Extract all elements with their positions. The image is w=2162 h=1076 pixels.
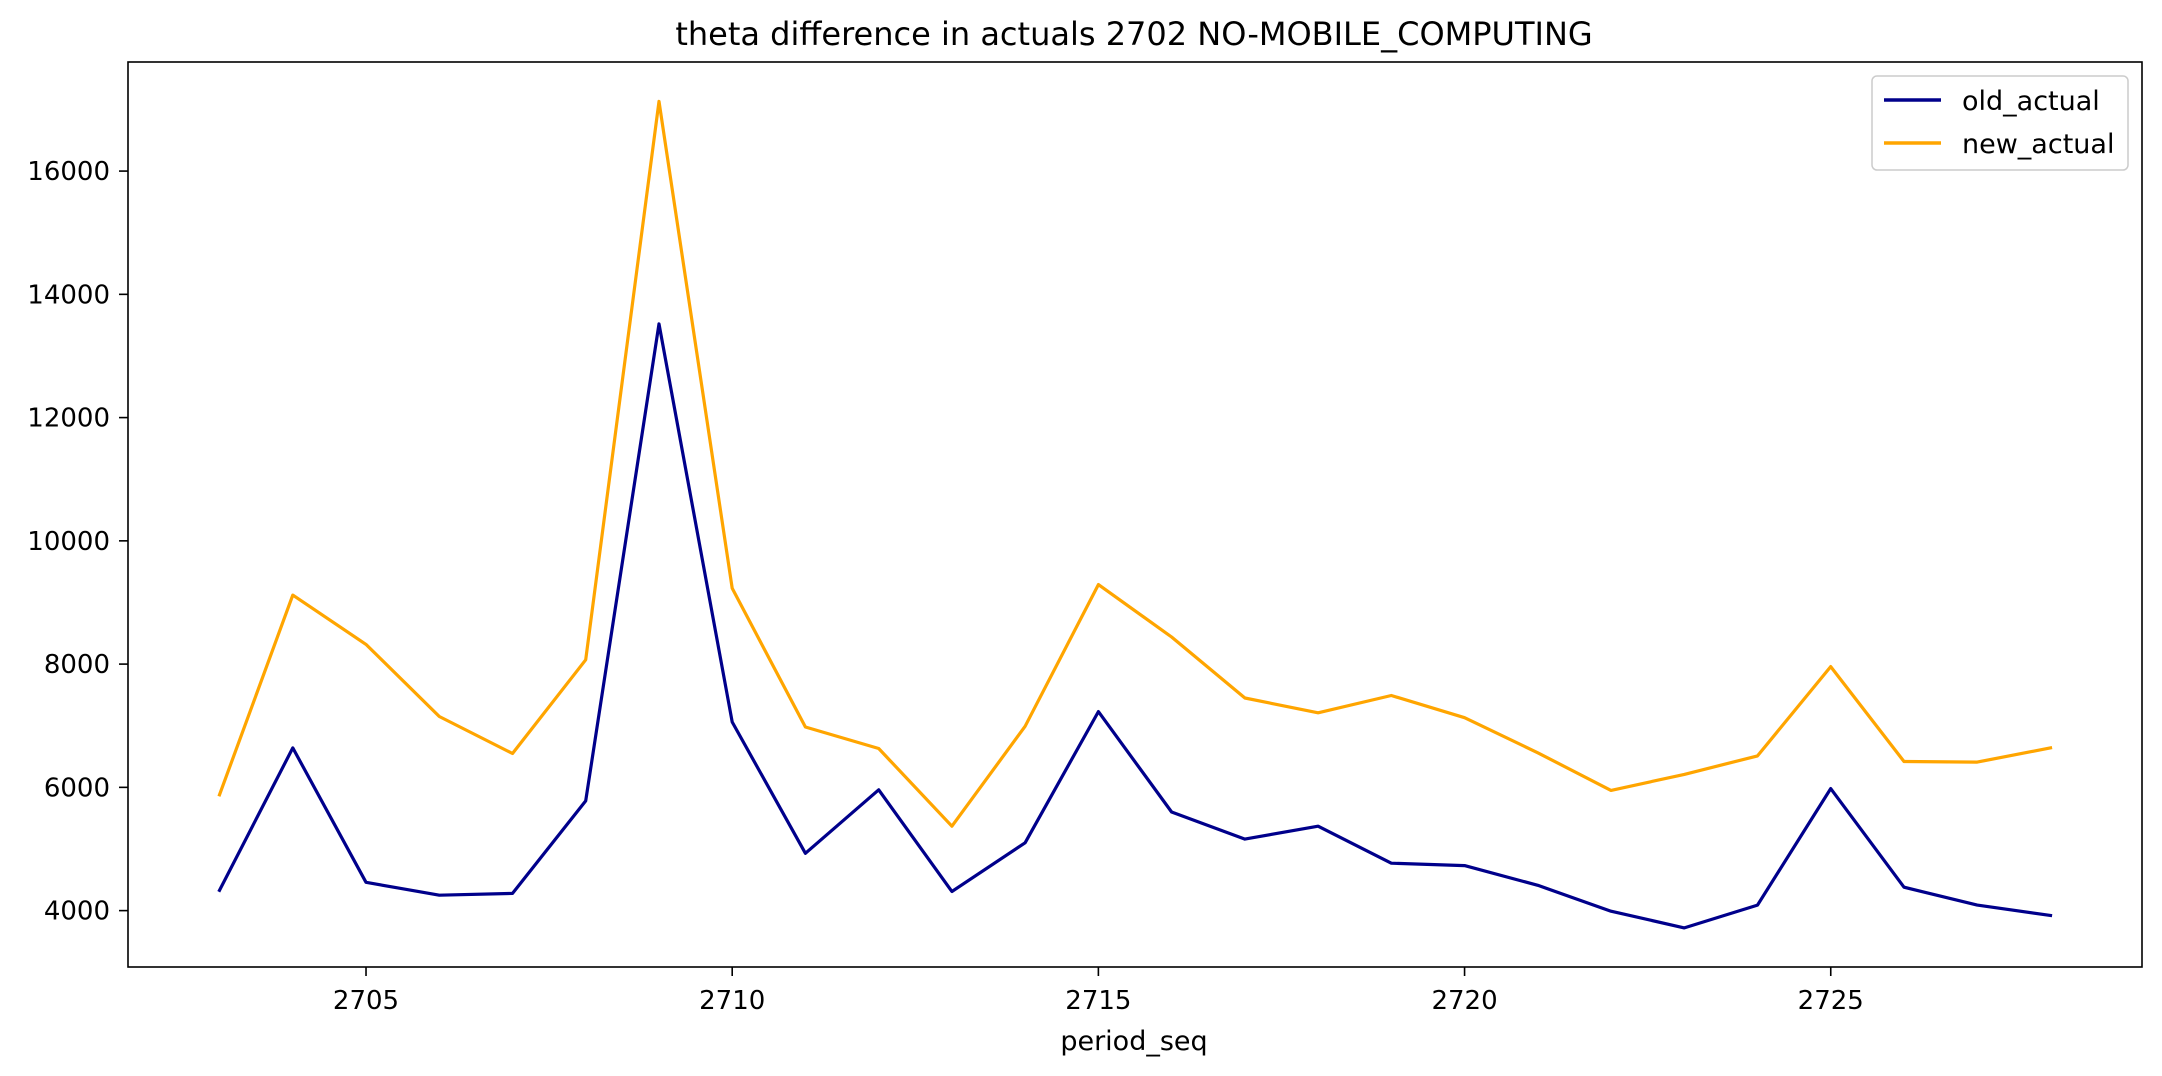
x-tick-label: 2715 bbox=[1065, 986, 1131, 1016]
y-tick-label: 6000 bbox=[44, 773, 110, 803]
x-tick-label: 2720 bbox=[1431, 986, 1497, 1016]
y-tick-label: 12000 bbox=[27, 404, 110, 434]
series-line-new-actual bbox=[217, 99, 2053, 828]
x-tick-label: 2705 bbox=[333, 986, 399, 1016]
chart-title: theta difference in actuals 2702 NO-MOBI… bbox=[675, 15, 1592, 53]
series-line-old-actual bbox=[217, 322, 2053, 930]
plot-lines bbox=[217, 99, 2053, 930]
x-axis-label: period_seq bbox=[1060, 1026, 1207, 1057]
y-tick-label: 8000 bbox=[44, 650, 110, 680]
y-axis-ticks: 4000 6000 8000 10000 12000 14000 16000 bbox=[27, 157, 128, 927]
legend-label-new-actual: new_actual bbox=[1962, 129, 2114, 160]
x-tick-label: 2725 bbox=[1798, 986, 1864, 1016]
plot-area-frame bbox=[127, 61, 2143, 968]
x-tick-label: 2710 bbox=[699, 986, 765, 1016]
y-tick-label: 4000 bbox=[44, 897, 110, 927]
legend-label-old-actual: old_actual bbox=[1962, 86, 2100, 117]
legend: old_actual new_actual bbox=[1871, 75, 2129, 171]
y-tick-label: 10000 bbox=[27, 527, 110, 557]
x-axis-ticks: 2705 2710 2715 2720 2725 bbox=[333, 967, 1864, 1016]
y-tick-label: 14000 bbox=[27, 280, 110, 310]
y-tick-label: 16000 bbox=[27, 157, 110, 187]
